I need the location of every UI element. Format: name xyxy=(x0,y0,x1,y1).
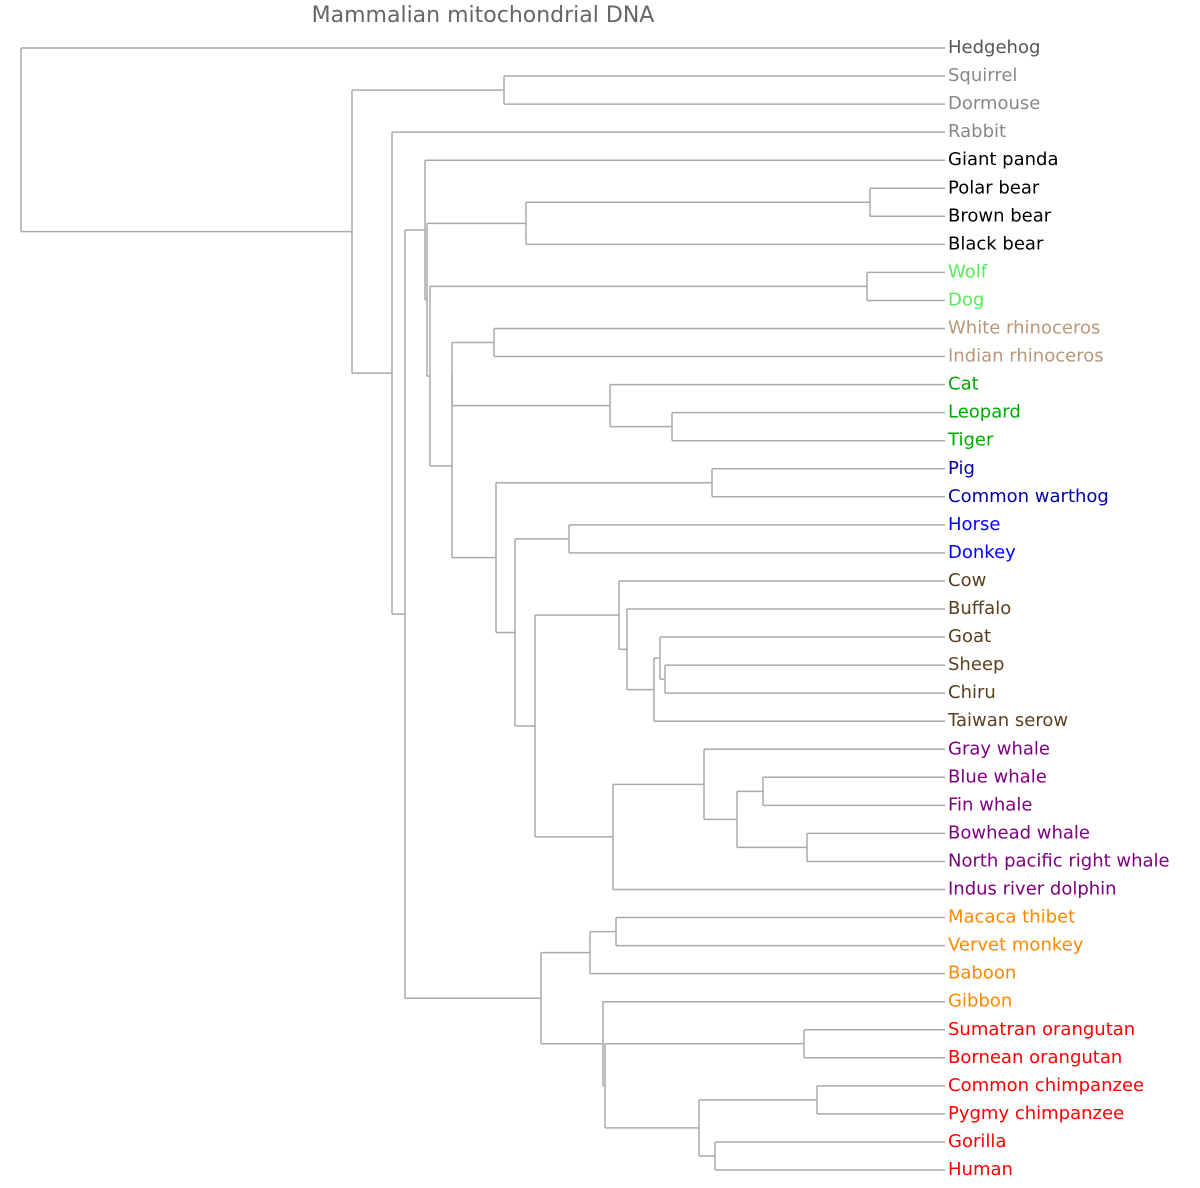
leaf-label: Horse xyxy=(948,514,1000,535)
leaf-label: Tiger xyxy=(947,430,994,451)
leaf-label: Gibbon xyxy=(948,991,1012,1012)
leaf-label: Squirrel xyxy=(948,65,1017,86)
leaf-label: Vervet monkey xyxy=(948,935,1084,956)
tree-branches xyxy=(20,47,945,1171)
leaf-label: Gray whale xyxy=(948,738,1050,759)
leaf-label: Chiru xyxy=(948,682,996,703)
leaf-label: Fin whale xyxy=(948,794,1032,815)
leaf-label: North pacific right whale xyxy=(948,850,1170,871)
leaf-labels: Hedgehog Squirrel Dormouse Rabbit Giant pand… xyxy=(947,37,1170,1180)
leaf-label: Cat xyxy=(948,374,979,395)
leaf-label: Baboon xyxy=(948,963,1016,984)
leaf-label: Bowhead whale xyxy=(948,822,1090,843)
leaf-label: Sheep xyxy=(948,654,1004,675)
leaf-label: Pig xyxy=(948,458,975,479)
leaf-label: Common chimpanzee xyxy=(948,1075,1144,1096)
leaf-label: Indian rhinoceros xyxy=(948,346,1104,367)
leaf-label: Gorilla xyxy=(948,1131,1006,1152)
leaf-label: Wolf xyxy=(948,261,988,282)
leaf-label: Rabbit xyxy=(948,121,1006,142)
leaf-label: Hedgehog xyxy=(948,37,1040,58)
leaf-label: Pygmy chimpanzee xyxy=(948,1103,1124,1124)
leaf-label: Sumatran orangutan xyxy=(948,1019,1135,1040)
leaf-label: Taiwan serow xyxy=(947,710,1068,731)
leaf-label: White rhinoceros xyxy=(948,318,1100,339)
leaf-label: Indus river dolphin xyxy=(948,879,1117,900)
leaf-label: Blue whale xyxy=(948,766,1047,787)
leaf-label: Goat xyxy=(948,626,991,647)
leaf-label: Donkey xyxy=(948,542,1016,563)
leaf-label: Dog xyxy=(948,289,984,310)
leaf-label: Brown bear xyxy=(948,205,1052,226)
leaf-label: Dormouse xyxy=(948,93,1040,114)
leaf-label: Human xyxy=(948,1159,1013,1180)
leaf-label: Black bear xyxy=(948,233,1044,254)
leaf-label: Common warthog xyxy=(948,486,1109,507)
leaf-label: Buffalo xyxy=(948,598,1011,619)
chart-title: Mammalian mitochondrial DNA xyxy=(312,3,655,28)
leaf-label: Macaca thibet xyxy=(948,907,1075,928)
leaf-label: Cow xyxy=(948,570,986,591)
leaf-label: Leopard xyxy=(948,402,1021,423)
leaf-label: Giant panda xyxy=(948,149,1059,170)
leaf-label: Bornean orangutan xyxy=(948,1047,1122,1068)
leaf-label: Polar bear xyxy=(948,177,1040,198)
